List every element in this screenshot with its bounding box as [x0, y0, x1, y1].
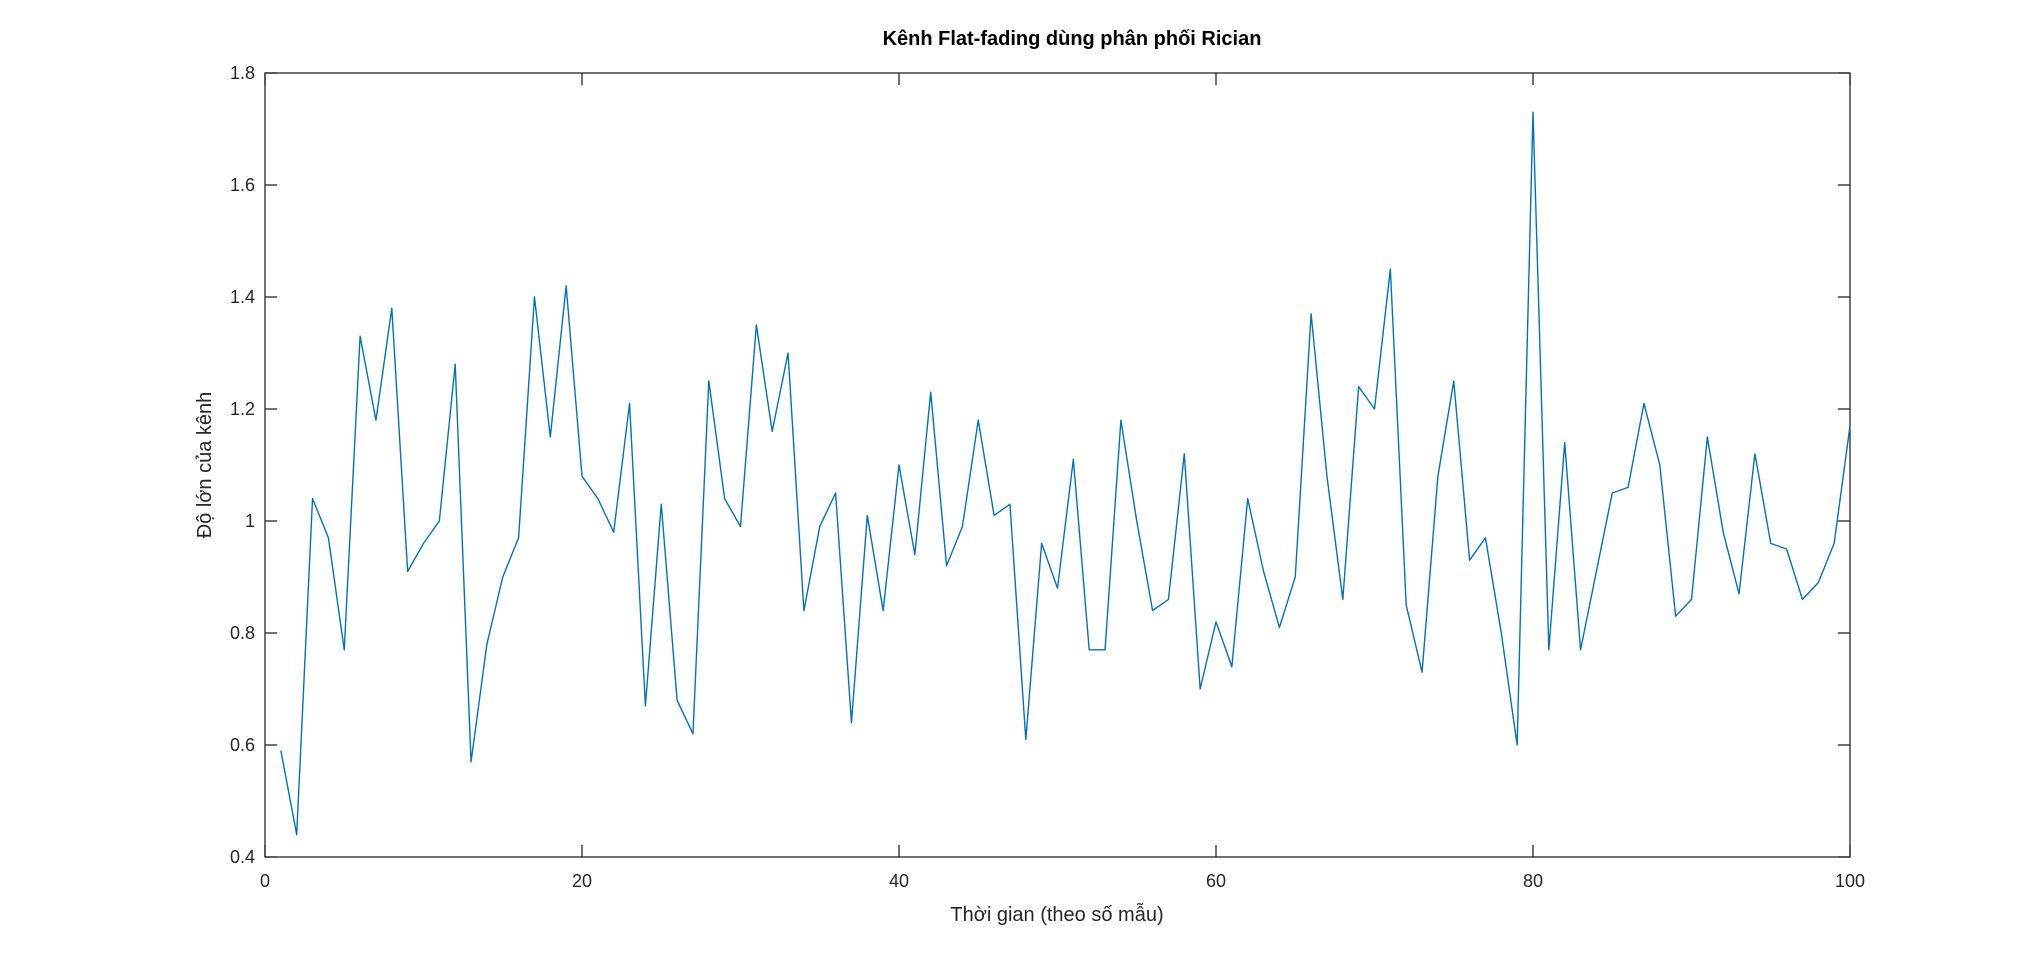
x-tick-label: 60 — [1206, 871, 1226, 891]
x-tick-label: 40 — [889, 871, 909, 891]
x-tick-label: 80 — [1523, 871, 1543, 891]
chart-title: Kênh Flat-fading dùng phân phối Rician — [883, 28, 1262, 50]
x-tick-label: 20 — [572, 871, 592, 891]
y-tick-label: 1.8 — [230, 63, 255, 83]
x-tick-label: 0 — [260, 871, 270, 891]
y-tick-label: 1.2 — [230, 399, 255, 419]
x-axis-label: Thời gian (theo số mẫu) — [950, 903, 1163, 926]
x-tick-label: 100 — [1835, 871, 1865, 891]
plot-frame — [264, 72, 1851, 858]
axis-ticks — [264, 72, 1851, 858]
y-tick-label: 1.6 — [230, 175, 255, 195]
y-tick-labels: 0.4 0.6 0.8 1 1.2 1.4 1.6 1.8 — [230, 63, 255, 867]
y-tick-label: 0.4 — [230, 847, 255, 867]
y-tick-label: 1 — [245, 511, 255, 531]
series-line-1 — [280, 111, 1851, 836]
y-axis-label: Độ lớn của kênh — [194, 392, 216, 539]
x-tick-labels: 0 20 40 60 80 100 — [260, 871, 1865, 891]
y-tick-label: 0.6 — [230, 735, 255, 755]
y-tick-label: 0.8 — [230, 623, 255, 643]
y-tick-label: 1.4 — [230, 287, 255, 307]
series-group — [280, 111, 1851, 836]
